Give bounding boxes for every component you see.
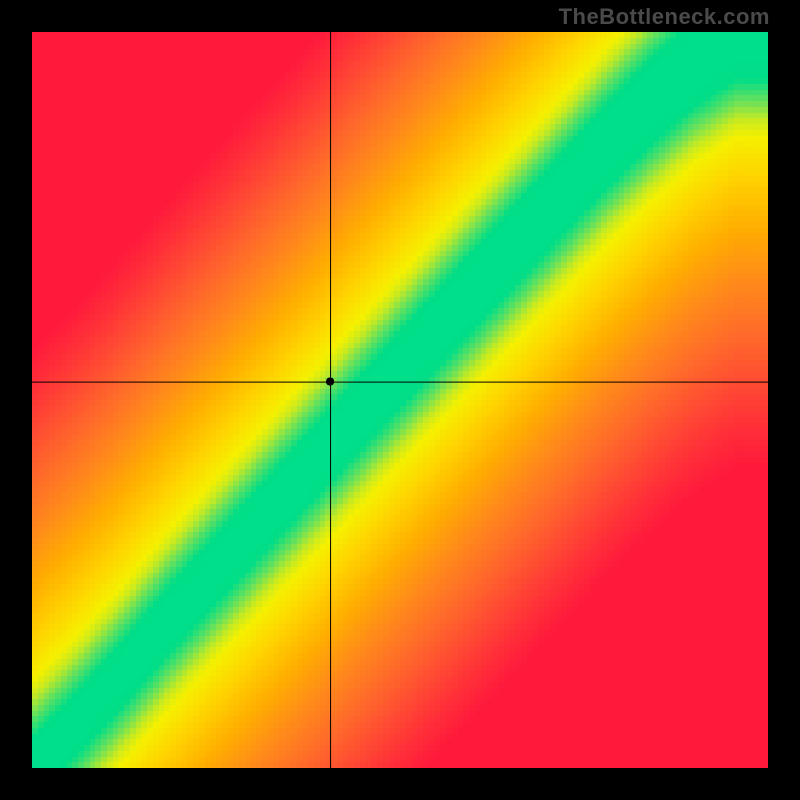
chart-container: TheBottleneck.com <box>0 0 800 800</box>
watermark-text: TheBottleneck.com <box>559 4 770 30</box>
bottleneck-heatmap <box>0 0 800 800</box>
